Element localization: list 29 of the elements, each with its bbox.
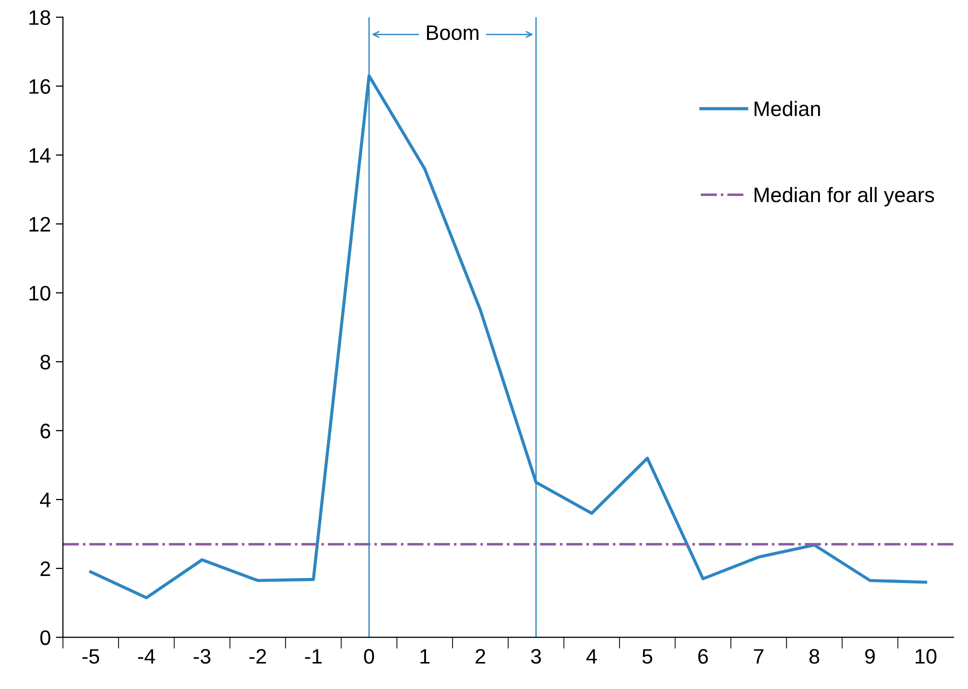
y-tick-label: 12	[30, 216, 50, 232]
x-tick-label: 7	[754, 649, 764, 664]
x-tick-label: 4	[586, 649, 597, 664]
y-tick-label: 18	[30, 10, 50, 25]
y-tick-label: 10	[30, 286, 50, 301]
x-tick-label: 6	[698, 648, 708, 664]
x-tick-label: 8	[809, 648, 820, 664]
x-tick-label: 5	[642, 649, 652, 664]
x-tick-label: -5	[82, 649, 100, 664]
x-tick-label: 3	[531, 648, 541, 664]
x-tick-label: 10	[916, 648, 936, 664]
y-tick-label: 6	[40, 424, 50, 438]
y-tick-label: 4	[40, 492, 51, 508]
y-tick-label: 8	[40, 354, 50, 370]
x-tick-label: -1	[305, 649, 322, 664]
x-tick-label: -4	[138, 649, 156, 664]
y-tick-label: 16	[30, 79, 50, 94]
legend-label: Median for all years	[754, 186, 934, 206]
x-tick-label: -2	[249, 648, 266, 664]
annotation: Boom	[427, 26, 478, 40]
x-tick-label: 2	[476, 648, 486, 664]
y-tick-label: 2	[40, 561, 50, 576]
y-tick-label: 0	[40, 630, 50, 646]
x-tick-label: 9	[865, 648, 875, 664]
x-tick-label: 0	[364, 648, 374, 664]
x-tick-label: 1	[420, 649, 430, 664]
y-tick-label: 14	[30, 148, 51, 163]
x-tick-label: -3	[194, 648, 210, 664]
legend-label: Median	[754, 100, 820, 116]
